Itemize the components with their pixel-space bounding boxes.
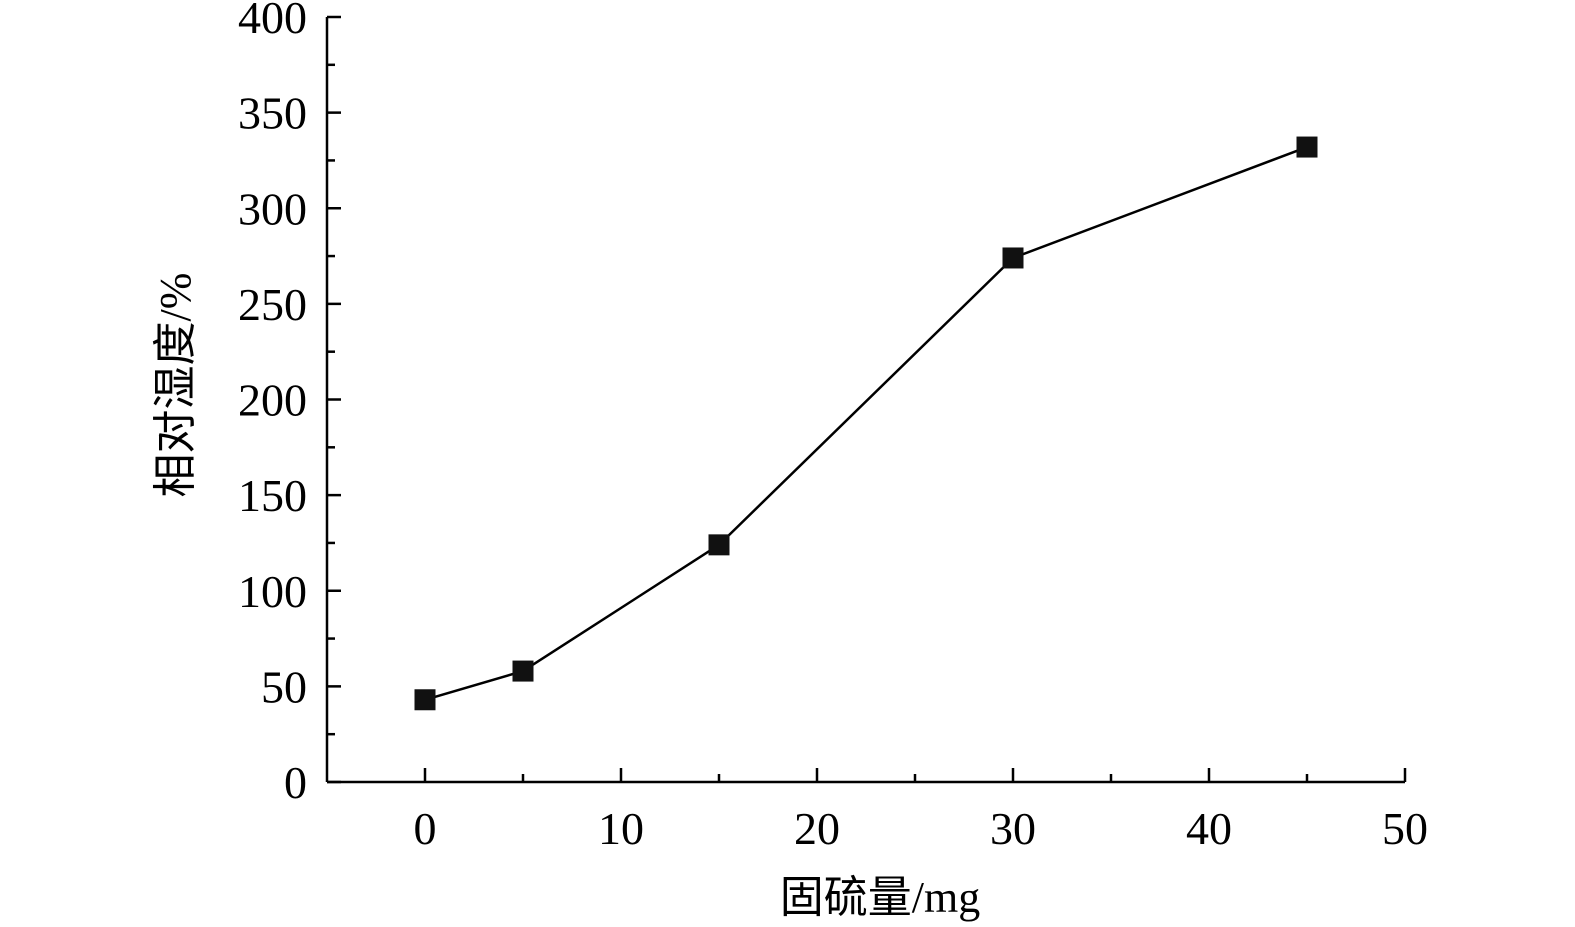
tick-labels-layer: 0 10 20 30 40 50 0 50 100 150 200 250 300 350 400 [238, 0, 1428, 854]
series-layer [414, 136, 1318, 711]
x-tick-label: 40 [1186, 803, 1232, 854]
data-point [512, 660, 534, 682]
y-tick-label: 200 [238, 375, 307, 426]
data-point [1002, 247, 1024, 269]
y-tick-label: 0 [284, 757, 307, 808]
y-tick-label: 300 [238, 183, 307, 234]
data-point [1296, 136, 1318, 158]
y-tick-label: 400 [238, 0, 307, 43]
y-tick-label: 50 [261, 661, 307, 712]
data-point [414, 689, 436, 711]
x-tick-label: 20 [794, 803, 840, 854]
y-tick-label: 150 [238, 470, 307, 521]
x-tick-label: 50 [1382, 803, 1428, 854]
x-tick-label: 0 [414, 803, 437, 854]
y-tick-label: 350 [238, 88, 307, 139]
x-axis-label: 固硫量/mg [780, 873, 980, 922]
x-tick-label: 30 [990, 803, 1036, 854]
y-axis-label: 相对湿度/% [151, 273, 200, 498]
x-tick-label: 10 [598, 803, 644, 854]
y-tick-label: 250 [238, 279, 307, 330]
y-tick-label: 100 [238, 566, 307, 617]
data-point [708, 534, 730, 556]
